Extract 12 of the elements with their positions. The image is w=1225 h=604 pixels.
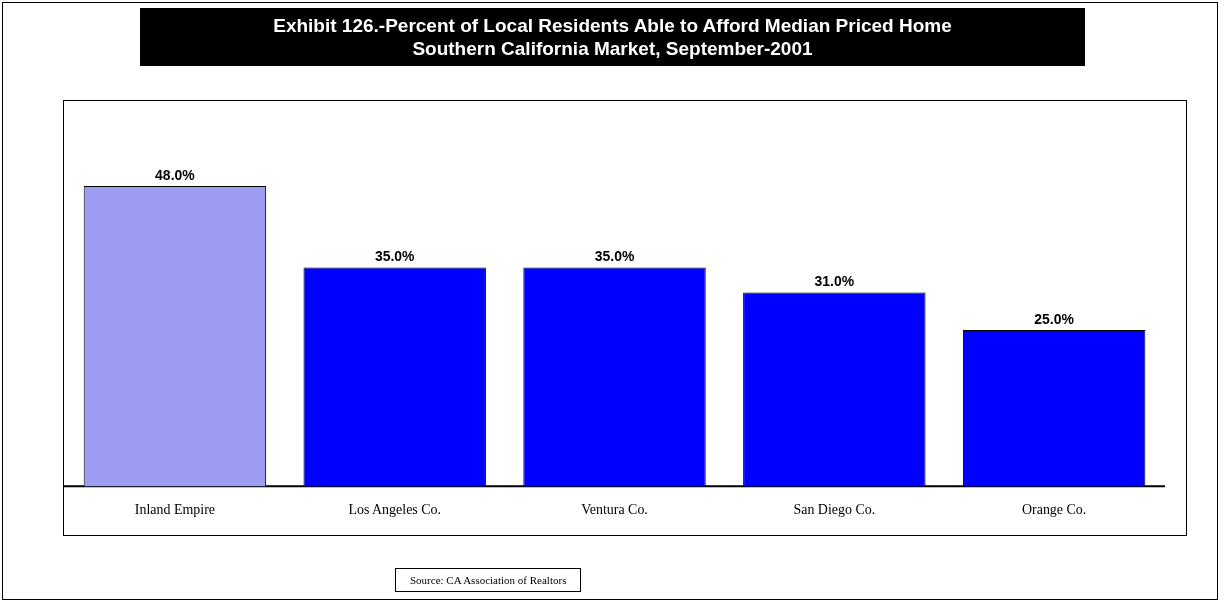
x-tick-label: Ventura Co. bbox=[581, 502, 648, 518]
x-tick-label: Los Angeles Co. bbox=[348, 502, 442, 518]
data-label: 35.0% bbox=[374, 248, 416, 265]
data-label: 31.0% bbox=[814, 273, 855, 290]
data-label: 48.0% bbox=[155, 166, 196, 183]
data-label: 25.0% bbox=[1034, 310, 1075, 327]
source-note: Source: CA Association of Realtors bbox=[395, 568, 582, 592]
x-tick-label: Orange Co. bbox=[1021, 502, 1087, 518]
data-label: 35.0% bbox=[594, 248, 635, 265]
x-tick-label: Inland Empire bbox=[134, 502, 216, 518]
chart-title: Exhibit 126.-Percent of Local Residents Able to Afford Median Priced Home Southern California Market, September-2001 bbox=[140, 8, 1085, 66]
x-tick-label: San Diego Co. bbox=[793, 502, 876, 518]
